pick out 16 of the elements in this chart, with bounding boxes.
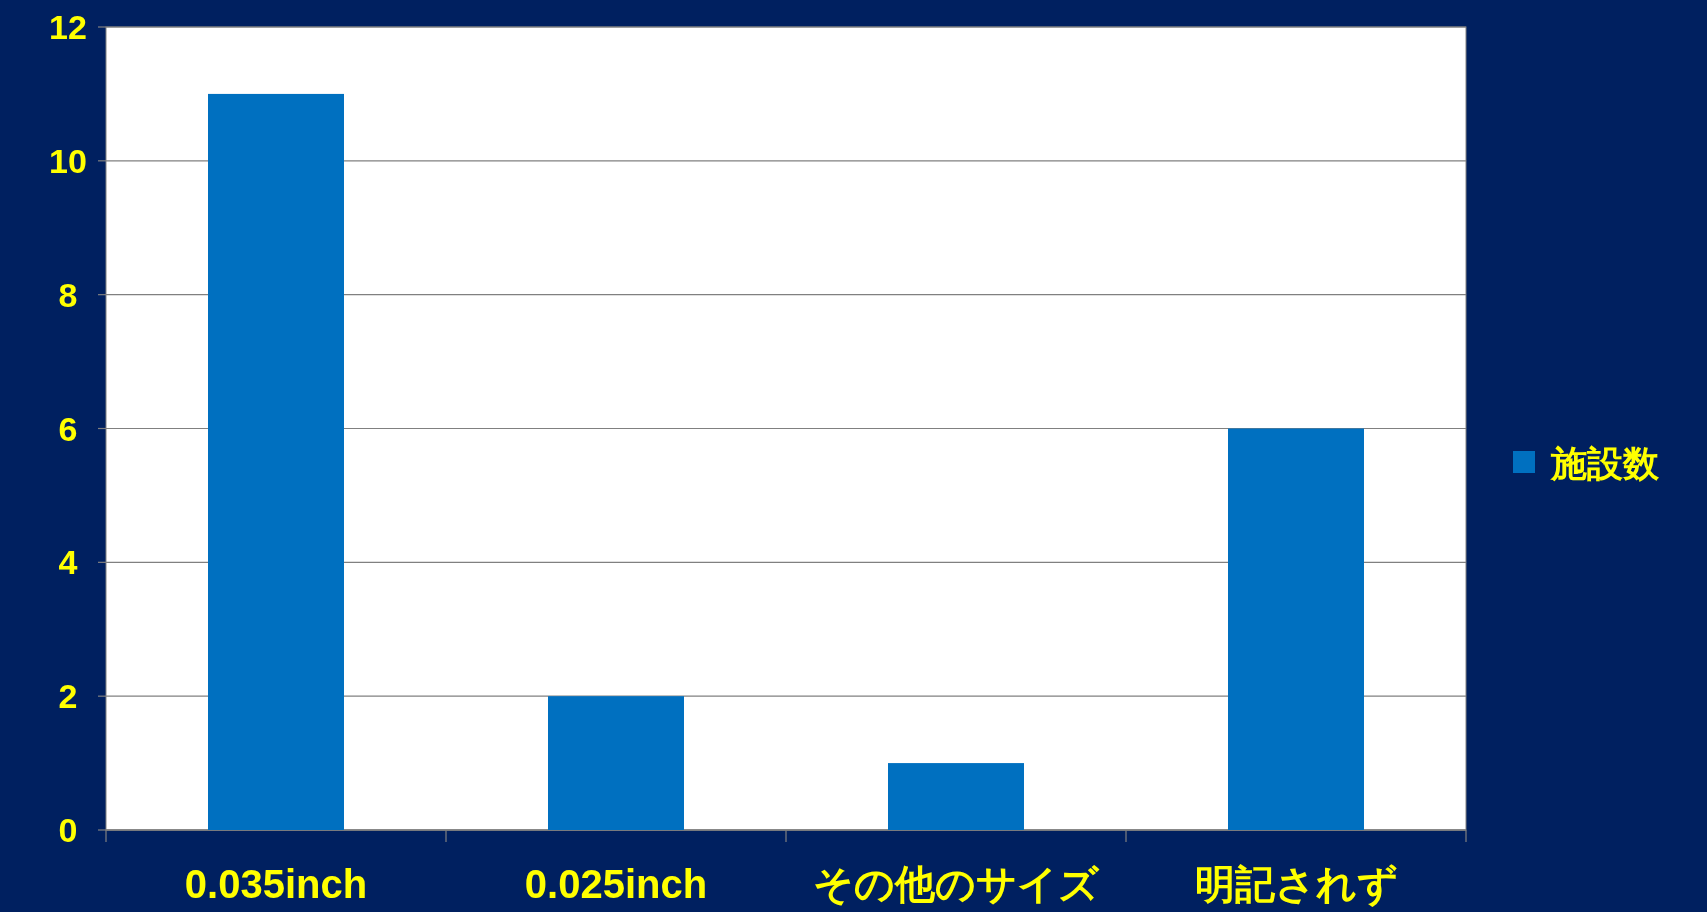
bar [548,696,684,830]
bar [208,93,344,830]
x-tick-label: 0.035inch [184,862,368,906]
bar [1228,428,1364,830]
y-tick-label: 8 [58,275,78,314]
x-tick-label: 明記されず [1194,862,1398,908]
x-tick-label: その他のサイズ [813,862,1100,906]
y-tick-label: 0 [58,811,78,849]
y-tick-label: 12 [49,8,87,46]
y-tick-label: 4 [58,543,78,582]
bar [888,763,1024,830]
y-tick-label: 2 [58,677,78,716]
legend-label: 施設数 [1550,443,1660,484]
x-tick-label: 0.025inch [524,862,708,906]
y-tick-label: 6 [58,409,78,448]
y-tick-label: 10 [49,141,87,180]
